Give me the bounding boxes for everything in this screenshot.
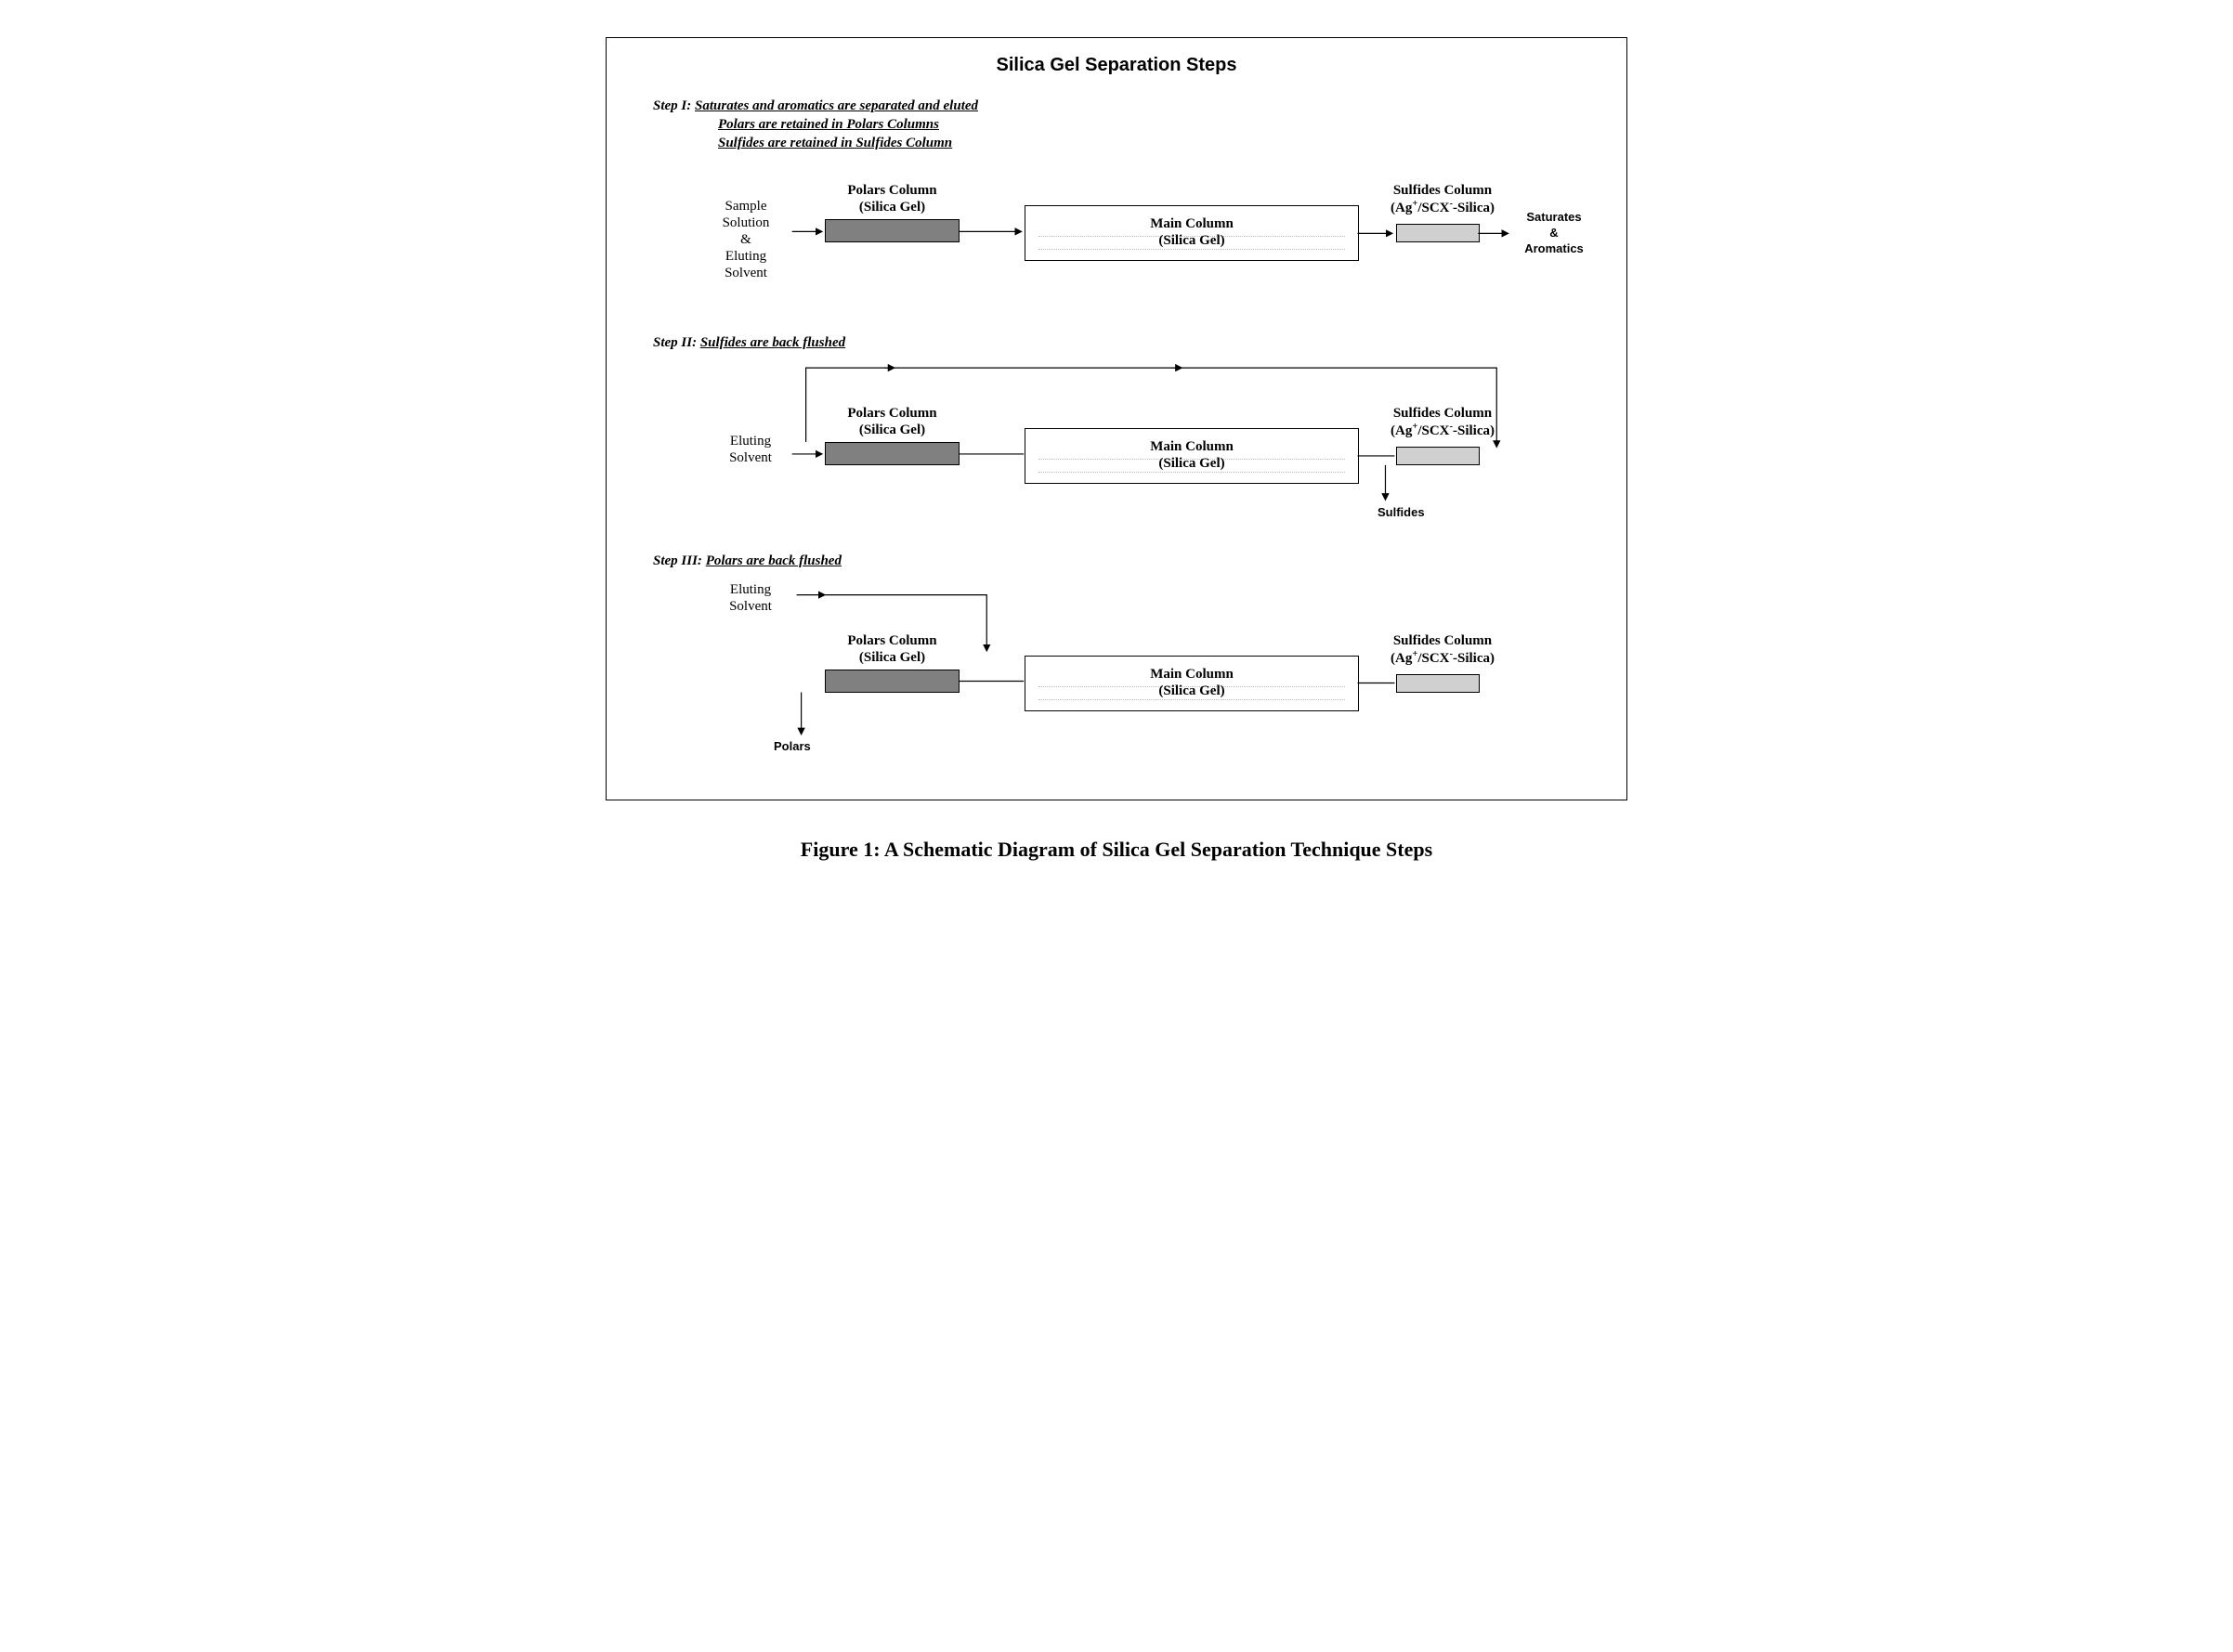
step2-polars-label: Polars Column(Silica Gel) — [825, 405, 960, 438]
step2-lead: Step II: — [653, 335, 697, 350]
step2-main-column: Main Column(Silica Gel) — [1025, 428, 1359, 484]
step1-polars-label: Polars Column(Silica Gel) — [825, 182, 960, 215]
step2-sulfides-label: Sulfides Column(Ag+/SCX--Silica) — [1368, 405, 1517, 439]
step3-lead: Step III: — [653, 553, 702, 568]
step2-polars-column — [825, 442, 960, 465]
figure-caption: Figure 1: A Schematic Diagram of Silica … — [606, 838, 1627, 862]
step3-heading: Step III: Polars are back flushed — [653, 553, 842, 569]
step1-input-label: SampleSolution&ElutingSolvent — [695, 198, 797, 281]
step2-sulfides-column — [1396, 447, 1480, 465]
step1-heading-line3: Sulfides are retained in Sulfides Column — [718, 136, 952, 151]
step1-heading: Step I: Saturates and aromatics are sepa… — [653, 98, 978, 114]
step1-main-column: Main Column(Silica Gel) — [1025, 205, 1359, 261]
step2-output-label: Sulfides — [1378, 505, 1433, 521]
step1-sulfides-label: Sulfides Column(Ag+/SCX--Silica) — [1368, 182, 1517, 216]
step1-output-label: Saturates&Aromatics — [1512, 210, 1596, 257]
step2-line1: Sulfides are back flushed — [700, 335, 845, 350]
step3-main-column: Main Column(Silica Gel) — [1025, 656, 1359, 711]
step3-sulfides-label2: (Ag+/SCX--Silica) — [1391, 651, 1495, 666]
step3-sulfides-label: Sulfides Column(Ag+/SCX--Silica) — [1368, 632, 1517, 667]
step3-sulfides-column — [1396, 674, 1480, 693]
step3-input-label: ElutingSolvent — [709, 581, 792, 615]
step1-lead: Step I: — [653, 98, 691, 113]
step1-main-label: Main Column(Silica Gel) — [1025, 215, 1358, 249]
step2-heading: Step II: Sulfides are back flushed — [653, 335, 845, 351]
step3-polars-label: Polars Column(Silica Gel) — [825, 632, 960, 666]
step2-sulfides-label2: (Ag+/SCX--Silica) — [1391, 423, 1495, 438]
step3-output-label: Polars — [774, 739, 829, 755]
diagram-frame: Silica Gel Separation Steps Step I: Satu… — [606, 37, 1627, 800]
step2-main-label: Main Column(Silica Gel) — [1025, 438, 1358, 472]
step1-heading-line2: Polars are retained in Polars Columns — [718, 117, 939, 133]
step1-sulfides-column — [1396, 224, 1480, 242]
step2-input-label: ElutingSolvent — [709, 433, 792, 466]
step1-polars-column — [825, 219, 960, 242]
step3-line1: Polars are back flushed — [706, 553, 842, 568]
step3-polars-column — [825, 670, 960, 693]
diagram-title: Silica Gel Separation Steps — [607, 55, 1626, 76]
step1-line1: Saturates and aromatics are separated an… — [695, 98, 978, 113]
step1-sulfides-label2: (Ag+/SCX--Silica) — [1391, 201, 1495, 215]
diagram-canvas: Silica Gel Separation Steps Step I: Satu… — [607, 38, 1626, 800]
step3-main-label: Main Column(Silica Gel) — [1025, 666, 1358, 699]
